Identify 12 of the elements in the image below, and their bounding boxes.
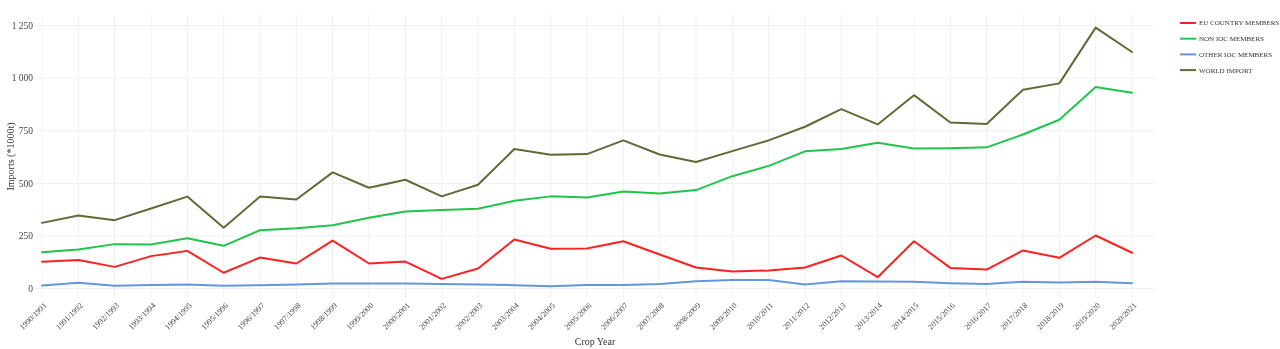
y-tick-label: 0 xyxy=(28,283,34,294)
y-tick-label: 500 xyxy=(18,178,34,189)
y-tick-label: 250 xyxy=(18,231,34,242)
y-tick-label: 1 000 xyxy=(11,73,34,84)
y-axis-title: Imports (*1000t) xyxy=(5,122,17,191)
y-tick-label: 750 xyxy=(18,126,34,137)
line-series xyxy=(41,234,1133,280)
line-series xyxy=(41,279,1133,288)
line-series xyxy=(41,85,1133,254)
x-axis-title: Crop Year xyxy=(574,336,616,347)
y-tick-label: 1 250 xyxy=(11,20,34,31)
line-series xyxy=(41,26,1133,229)
